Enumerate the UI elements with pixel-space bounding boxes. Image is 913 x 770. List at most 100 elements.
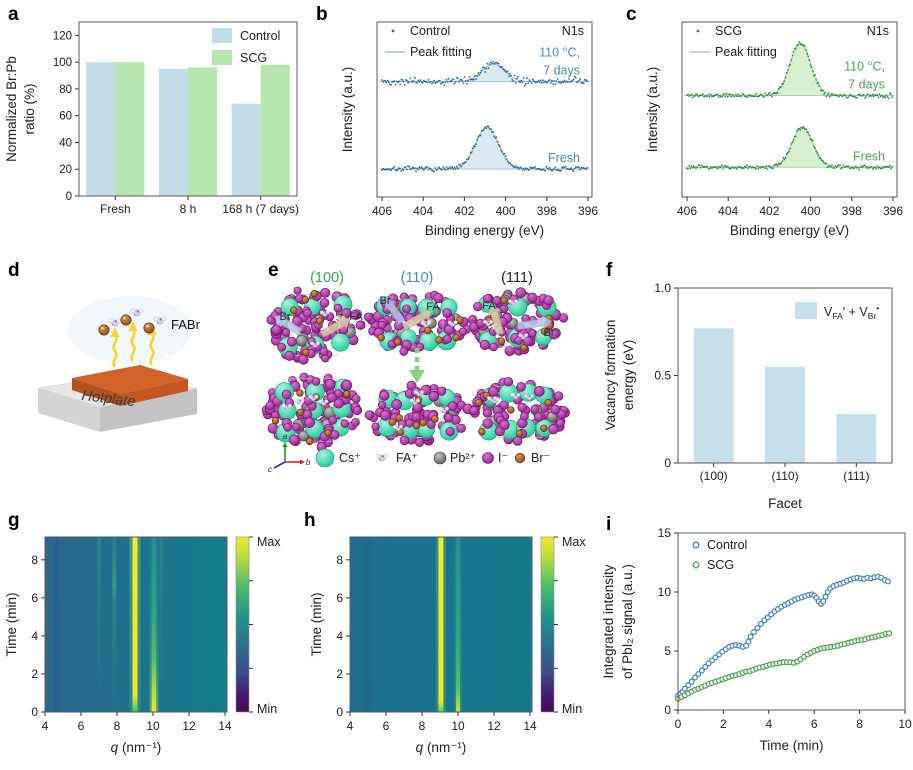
fa-molecule-icon (153, 316, 167, 325)
x-tick-label: 10 (451, 719, 465, 733)
legend-label-scg: SCG (240, 51, 267, 65)
vacancy-arrow (487, 304, 504, 336)
facet-label: (111) (501, 270, 533, 286)
evaporation-arrow-head (128, 321, 138, 331)
y-axis-label: Vacancy formation (603, 320, 618, 431)
peak-fill (687, 127, 893, 168)
panel-h-heatmap: 4 6 8 10 12 14 0 2 4 6 8 q (nm⁻¹) Time (min) Max Min (309, 535, 586, 755)
x-axis-label: q (nm⁻¹) (416, 740, 467, 755)
legend-label-control: Control (240, 29, 280, 43)
fabr-label: FABr (171, 317, 201, 332)
fabr-molecule (120, 308, 144, 326)
legend-label-fit: Peak fitting (715, 45, 777, 59)
diffraction-stripe (54, 537, 59, 712)
arrow-label-fa: FA (426, 301, 440, 313)
y-axis-label: ratio (%) (22, 83, 37, 134)
y-axis-label: Integrated intensity (601, 564, 616, 678)
y-axis-label: Time (min) (309, 593, 324, 657)
y-tick-label: 80 (59, 84, 72, 96)
x-tick-label: 396 (578, 204, 598, 218)
facet-label: (100) (310, 270, 344, 286)
diffraction-stripe (363, 537, 374, 712)
x-tick-label: 8 (114, 719, 121, 733)
fa-molecule-icon (523, 394, 534, 401)
x-tick-label: 398 (537, 204, 557, 218)
x-axis-label: Facet (768, 496, 802, 511)
x-tick-label: 396 (883, 204, 903, 218)
y-tick-label: 0 (66, 191, 72, 203)
bar-control (159, 68, 188, 196)
axis-c-label: c (268, 464, 273, 474)
fa-molecule-icon (510, 392, 521, 400)
x-tick-label: 10 (146, 719, 160, 733)
x-category-label: Fresh (100, 202, 131, 216)
hotplate-front (38, 388, 100, 432)
y-axis-label: Normalized Br:Pb (4, 56, 19, 162)
fa-molecule-icon (375, 453, 389, 462)
panel-i-scatter-chart: 0 2 4 6 8 10 0 5 10 15 Time (min) Integrated intens… (601, 526, 912, 753)
plot-frame (677, 287, 893, 464)
vacancy-arrow (384, 298, 406, 325)
hotplate-side (100, 389, 197, 432)
crystal-cluster (468, 287, 569, 356)
plot-frame (677, 532, 906, 711)
y-tick-label: 10 (658, 585, 672, 599)
y-axis-label: Intensity (a.u.) (340, 67, 355, 153)
legend-pb: Pb²⁺ (450, 451, 476, 465)
peak-fill (687, 43, 893, 96)
x-tick-label: 404 (718, 204, 738, 218)
trace-annotation: 110 °C, (539, 46, 580, 60)
film-top (72, 365, 188, 394)
panel-letter-h: h (304, 510, 316, 531)
arrow-label-br: Br (544, 327, 555, 339)
diffraction-stripe (112, 537, 117, 712)
spectrum-dots (381, 125, 588, 173)
x-tick-label: 402 (759, 204, 779, 218)
diffraction-stripe (97, 537, 101, 712)
fa-molecule-icon (308, 394, 319, 402)
crystal-cluster (462, 376, 570, 446)
vacancy-arrow (319, 316, 351, 338)
x-category-label: (111) (843, 469, 869, 483)
panel-letter-b: b (316, 4, 328, 25)
panel-letter-a: a (8, 4, 19, 25)
y-axis-label: of PbI₂ signal (a.u.) (620, 564, 635, 679)
colorbar-max-label: Max (562, 535, 586, 549)
x-category-label: 8 h (180, 202, 197, 216)
film-front (72, 378, 120, 406)
y-tick-label: 8 (31, 553, 38, 567)
x-tick-label: 8 (419, 719, 426, 733)
x-category-label: (110) (771, 469, 798, 483)
crystal-cluster (261, 372, 363, 453)
x-category-label: (100) (700, 469, 728, 483)
trace-annotation: Fresh (548, 151, 580, 165)
fa-molecule-icon (309, 341, 320, 348)
corner-label: N1s (562, 24, 584, 38)
legend-label-series: Control (410, 24, 450, 38)
evaporation-arrow-head (110, 327, 120, 337)
spectrum-dots (686, 126, 893, 171)
diffraction-stripe (132, 537, 138, 712)
y-tick-label: 0 (664, 456, 671, 470)
y-tick-label: 0 (664, 703, 671, 717)
x-axis-label: q (nm⁻¹) (111, 740, 162, 755)
plot-frame (681, 21, 898, 198)
x-tick-label: 14 (218, 719, 232, 733)
bar-scg (115, 62, 145, 197)
facet-label: (110) (401, 270, 434, 286)
bar-facet (693, 328, 734, 463)
legend-label-fit: Peak fitting (410, 45, 472, 59)
bar-scg (188, 67, 217, 196)
legend-swatch-scg (212, 50, 232, 65)
y-tick-label: 60 (59, 111, 72, 123)
y-tick-label: 40 (59, 137, 72, 149)
fa-molecule-icon (483, 319, 493, 327)
vacancy-arrow (274, 314, 303, 336)
arrow-label-fa: FA (482, 300, 496, 312)
x-tick-label: 12 (182, 719, 196, 733)
y-tick-label: 0.5 (654, 369, 671, 383)
fa-molecule-icon (130, 308, 144, 317)
panel-letter-g: g (8, 510, 20, 531)
fa-molecule-icon (486, 396, 497, 403)
